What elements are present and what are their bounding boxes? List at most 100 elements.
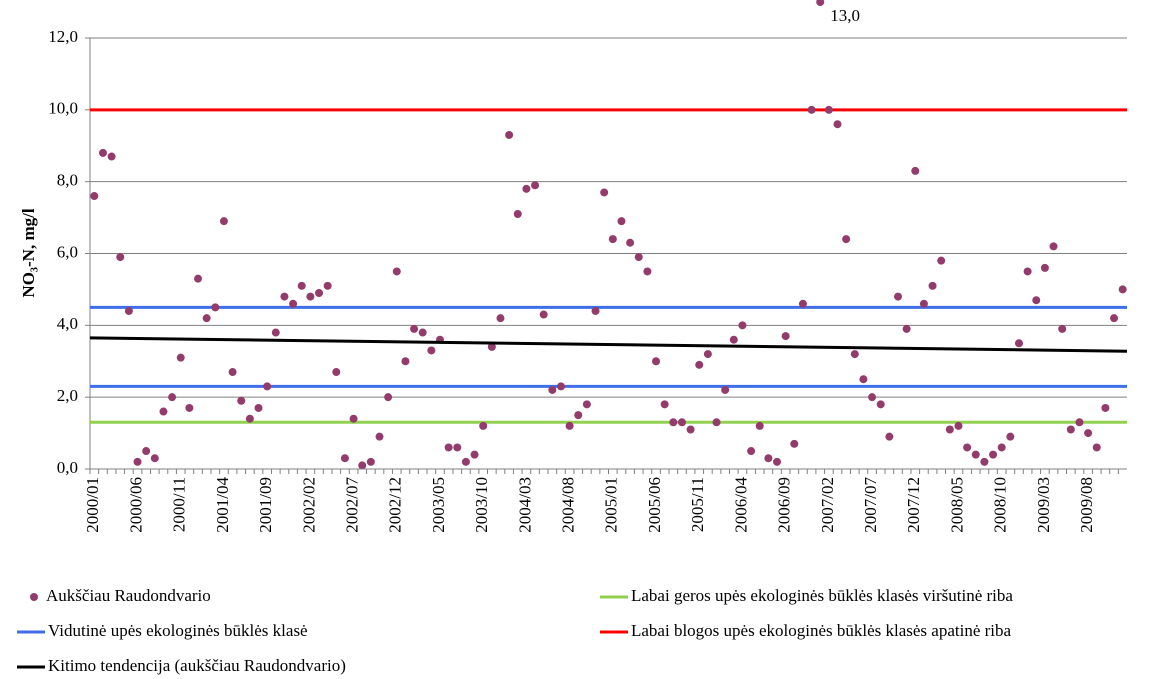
point: [963, 443, 972, 452]
x-tick-label: 2009/08: [1077, 477, 1096, 533]
point: [513, 209, 522, 218]
point: [306, 292, 315, 301]
x-tick-label: 2005/11: [688, 477, 707, 532]
point: [98, 148, 107, 157]
point: [323, 281, 332, 290]
point: [876, 400, 885, 409]
point: [219, 217, 228, 226]
point: [142, 447, 151, 456]
x-tick-label: 2007/07: [861, 477, 880, 533]
point: [505, 130, 514, 139]
point: [107, 152, 116, 161]
point: [159, 407, 168, 416]
point: [773, 457, 782, 466]
point: [669, 418, 678, 427]
point: [1118, 285, 1127, 294]
legend-label: Kitimo tendencija (aukščiau Raudondvario…: [48, 656, 346, 675]
value-label: 13,0: [830, 6, 860, 25]
x-tick-label: 2000/01: [83, 477, 102, 533]
point: [340, 454, 349, 463]
point: [410, 324, 419, 333]
point: [703, 350, 712, 359]
point: [738, 321, 747, 330]
point: [228, 368, 237, 377]
point: [263, 382, 272, 391]
point: [539, 310, 548, 319]
y-tick-label: 10,0: [48, 99, 78, 118]
y-axis-label: NO₃-N, mg/l: [19, 208, 38, 297]
x-tick-label: 2000/11: [170, 477, 189, 532]
point: [937, 256, 946, 265]
point: [254, 403, 263, 412]
point: [695, 360, 704, 369]
point: [366, 457, 375, 466]
x-tick-label: 2000/06: [126, 477, 145, 533]
point: [954, 421, 963, 430]
point: [315, 289, 324, 298]
point: [781, 332, 790, 341]
x-tick-label: 2003/10: [472, 477, 491, 533]
point: [522, 184, 531, 193]
point: [1006, 432, 1015, 441]
x-tick-label: 2006/04: [731, 477, 750, 533]
point: [807, 105, 816, 114]
point: [617, 217, 626, 226]
point: [1032, 296, 1041, 305]
legend-label: Vidutinė upės ekologinės būklės klasė: [48, 621, 308, 640]
point: [245, 414, 254, 423]
point: [90, 192, 99, 201]
point: [487, 342, 496, 351]
point: [591, 306, 600, 315]
x-tick-label: 2004/03: [515, 477, 534, 533]
legend-label: Labai blogos upės ekologinės būklės klas…: [631, 621, 1011, 640]
point: [1084, 429, 1093, 438]
x-tick-label: 2009/03: [1034, 477, 1053, 533]
point: [289, 299, 298, 308]
legend-label: Aukščiau Raudondvario: [46, 586, 211, 605]
y-tick-label: 12,0: [48, 27, 78, 46]
x-tick-label: 2007/02: [818, 477, 837, 533]
x-tick-label: 2008/10: [991, 477, 1010, 533]
y-tick-label: 4,0: [57, 314, 78, 333]
point: [729, 335, 738, 344]
x-tick-label: 2001/04: [213, 477, 232, 533]
x-tick-label: 2002/02: [299, 477, 318, 533]
point: [868, 393, 877, 402]
point: [608, 235, 617, 244]
x-tick-label: 2005/01: [602, 477, 621, 533]
point: [116, 253, 125, 262]
point: [384, 393, 393, 402]
point: [989, 450, 998, 459]
x-tick-label: 2002/12: [386, 477, 405, 533]
point: [1049, 242, 1058, 251]
legend-marker: [30, 593, 38, 601]
point: [885, 432, 894, 441]
point: [919, 299, 928, 308]
point: [401, 357, 410, 366]
point: [349, 414, 358, 423]
point: [1023, 267, 1032, 276]
point: [721, 385, 730, 394]
point: [582, 400, 591, 409]
x-tick-label: 2004/08: [559, 477, 578, 533]
point: [902, 324, 911, 333]
x-tick-label: 2003/05: [429, 477, 448, 533]
y-tick-label: 0,0: [57, 458, 78, 477]
point: [427, 346, 436, 355]
point: [496, 314, 505, 323]
point: [168, 393, 177, 402]
point: [453, 443, 462, 452]
y-tick-label: 2,0: [57, 386, 78, 405]
point: [850, 350, 859, 359]
point: [133, 457, 142, 466]
point: [764, 454, 773, 463]
point: [824, 105, 833, 114]
point: [1014, 339, 1023, 348]
y-tick-label: 8,0: [57, 171, 78, 190]
point: [1110, 314, 1119, 323]
point: [634, 253, 643, 262]
point: [150, 454, 159, 463]
point: [124, 306, 133, 315]
point: [980, 457, 989, 466]
